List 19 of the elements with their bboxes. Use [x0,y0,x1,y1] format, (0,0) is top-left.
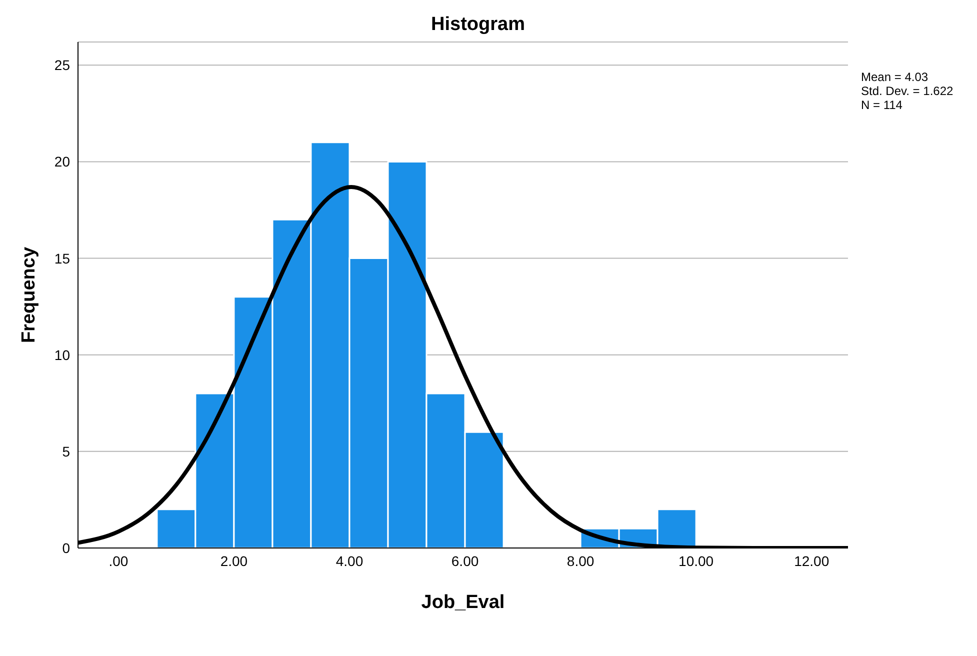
chart-title: Histogram [431,14,525,35]
x-axis-title: Job_Eval [421,592,505,613]
x-tick-label: 10.00 [678,552,714,569]
y-axis-title: Frequency [18,246,40,344]
text: Std. Dev. = 1.622 [861,84,954,98]
x-tick-label: 6.00 [451,552,479,569]
x-tick-label: 8.00 [566,552,594,569]
y-tick-label: 0 [62,540,70,556]
text: Mean = 4.03 [861,70,930,84]
y-tick-label: 5 [62,443,70,460]
y-tick-label: 25 [54,57,70,74]
x-tick-label: 12.00 [794,552,830,569]
x-tick-label: 4.00 [336,552,364,569]
text: N = 114 [861,98,904,112]
y-tick-label: 10 [54,346,70,363]
y-tick-label: 15 [54,250,70,266]
y-tick-label: 20 [54,154,70,170]
x-tick-label: 2.00 [220,552,248,569]
x-tick-label: .00 [108,552,128,569]
